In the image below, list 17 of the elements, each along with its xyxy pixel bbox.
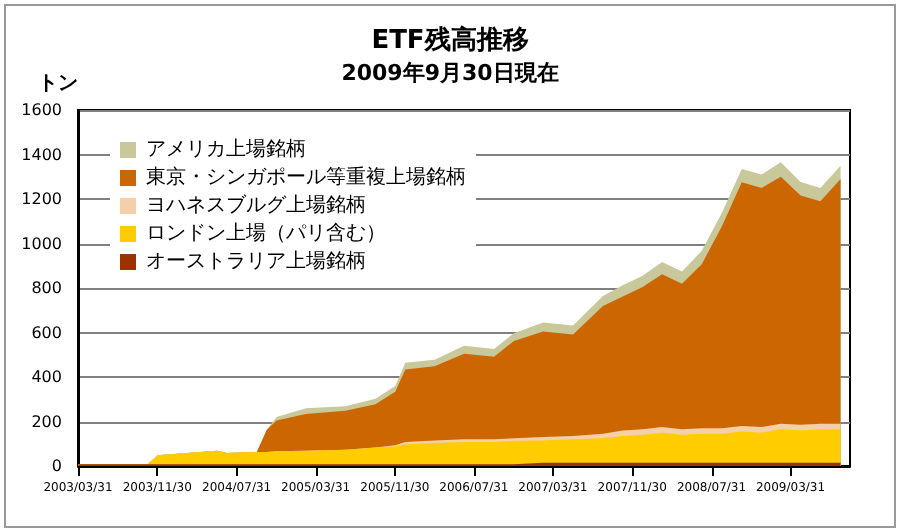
- y-tick-label: 1200: [21, 190, 62, 208]
- legend-label: 東京・シンガポール等重複上場銘柄: [146, 165, 466, 189]
- y-tick-label: 400: [31, 368, 62, 386]
- legend-label: オーストラリア上場銘柄: [146, 249, 366, 273]
- y-tick-label: 1000: [21, 234, 62, 253]
- y-tick-label: 200: [31, 412, 62, 431]
- legend-label: ヨハネスブルグ上場銘柄: [146, 193, 366, 217]
- y-tick-label: 0: [51, 457, 62, 475]
- y-axis-title: トン: [38, 73, 78, 95]
- y-tick-label: 800: [31, 279, 62, 297]
- y-tick-label: 1400: [21, 145, 62, 164]
- legend-label: アメリカ上場銘柄: [146, 137, 306, 161]
- legend-label: ロンドン上場（パリ含む）: [146, 221, 386, 245]
- chart-subtitle: 2009年9月30日現在: [341, 60, 559, 86]
- chart-title: ETF残高推移: [371, 24, 529, 56]
- y-tick-label: 1600: [21, 101, 62, 119]
- y-tick-label: 600: [31, 323, 62, 342]
